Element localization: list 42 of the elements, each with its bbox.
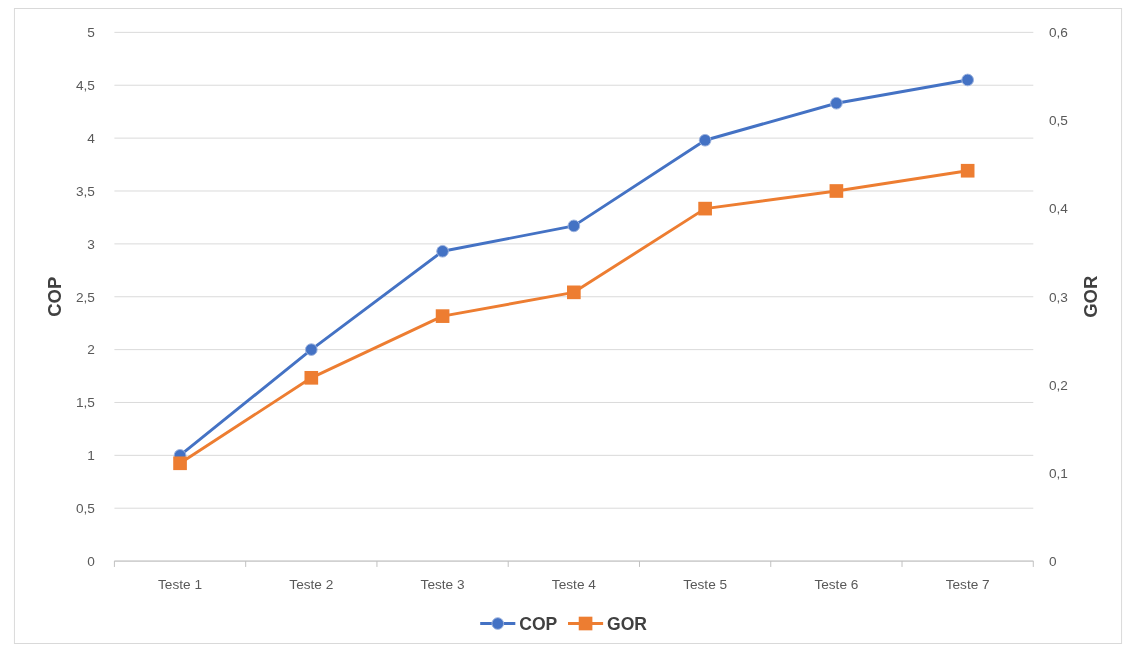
point: [173, 456, 187, 471]
point: [698, 201, 712, 216]
y-axis-title: COP: [43, 276, 65, 317]
y2-tick-label: 0,1: [1048, 465, 1068, 481]
y2-tick-label: 0,2: [1048, 377, 1068, 393]
y2-tick-label: 0,4: [1048, 201, 1069, 217]
x-tick-label: Teste 1: [158, 577, 203, 593]
point: [567, 219, 581, 233]
y-tick-label: 1,5: [75, 395, 96, 411]
x-tick-label: Teste 4: [551, 577, 597, 593]
y-tick-label: 0,5: [75, 501, 96, 516]
x-tick-label: Teste 7: [945, 577, 990, 593]
y-tick-label: 3,5: [75, 183, 96, 199]
y-tick-label: 2: [87, 342, 95, 358]
y-tick-label: 4: [87, 130, 96, 146]
y2-tick-label: 0,5: [1048, 113, 1069, 129]
y2-axis-title: GOR: [1079, 275, 1101, 318]
y-tick-label: 5: [87, 25, 96, 41]
x-tick-label: Teste 2: [289, 577, 334, 593]
y-tick-label: 4,5: [75, 78, 96, 94]
y-tick-label: 3: [87, 236, 95, 252]
legend-label: COP: [519, 613, 558, 634]
y-tick-label: 1: [87, 448, 95, 464]
x-tick-label: Teste 5: [683, 577, 728, 593]
y-tick-label: 2,5: [75, 289, 96, 305]
x-tick-label: Teste 6: [814, 577, 859, 593]
point: [698, 133, 712, 147]
x-tick-label: Teste 3: [420, 577, 465, 593]
point: [960, 163, 975, 178]
y2-tick-label: 0: [1048, 553, 1057, 569]
point: [435, 309, 450, 323]
y-tick-label: 0: [87, 553, 96, 569]
point: [830, 96, 843, 110]
y2-tick-label: 0,6: [1048, 25, 1068, 41]
point: [567, 285, 581, 300]
point: [436, 244, 449, 258]
legend-label: GOR: [607, 613, 648, 634]
point: [304, 370, 319, 385]
point: [961, 73, 974, 87]
y2-tick-label: 0,3: [1048, 289, 1068, 305]
point: [829, 184, 844, 198]
point: [304, 343, 318, 356]
